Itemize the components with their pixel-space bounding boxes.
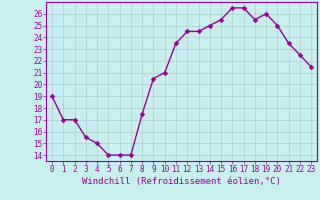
X-axis label: Windchill (Refroidissement éolien,°C): Windchill (Refroidissement éolien,°C) <box>82 177 281 186</box>
